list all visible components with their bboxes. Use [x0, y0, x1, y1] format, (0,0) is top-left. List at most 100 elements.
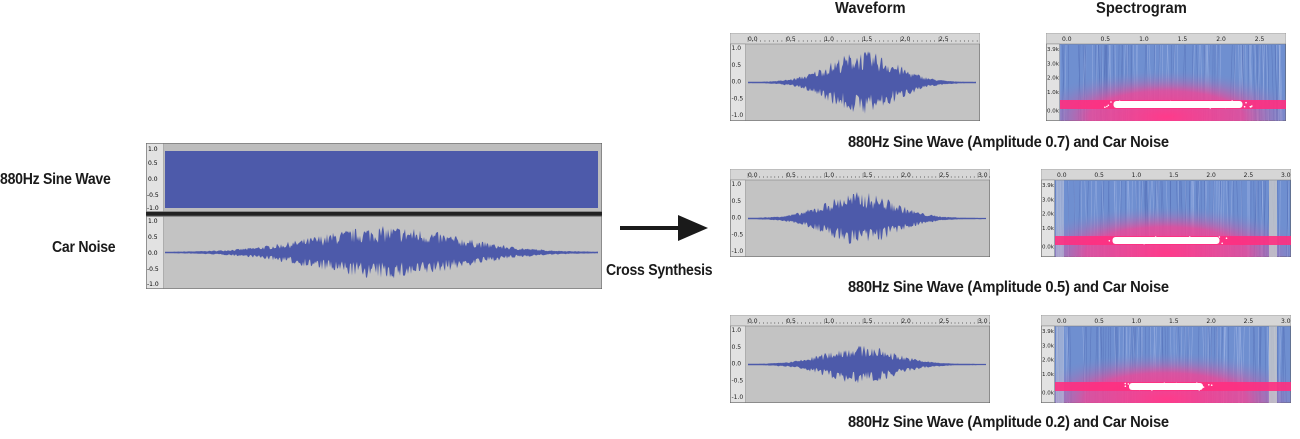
amplitude-tick: 0.0	[732, 79, 742, 86]
frequency-tick: 0.0k	[1047, 108, 1060, 114]
time-tick: 2.0	[1206, 318, 1216, 325]
time-tick: 2.5	[1244, 172, 1254, 179]
waveform-plot: 0.0 0.5 1.0 1.5 2.0 2.5 3.0 1.0 0.5 0.0 -0.5 -1.0	[729, 168, 1013, 258]
time-tick: 2.5	[940, 172, 950, 179]
time-tick: 2.0	[1206, 172, 1216, 179]
amplitude-tick: -1.0	[732, 112, 744, 119]
time-tick: 0.5	[786, 36, 796, 43]
frequency-tick: 2.0k	[1042, 358, 1055, 364]
frequency-tick: 3.9k	[1042, 329, 1055, 335]
frequency-tick: 3.9k	[1047, 47, 1060, 53]
waveform-header: Waveform	[835, 0, 906, 17]
row-caption: 880Hz Sine Wave (Amplitude 0.2) and Car …	[848, 414, 1169, 431]
time-tick: 0.0	[748, 172, 758, 179]
sine-tick-3: -0.5	[147, 192, 159, 199]
time-tick: 2.0	[1216, 36, 1226, 43]
amplitude-tick: -0.5	[732, 95, 744, 102]
time-tick: 3.0	[1281, 172, 1291, 179]
time-tick: 0.0	[1057, 318, 1067, 325]
time-tick: 1.0	[1132, 318, 1142, 325]
row-caption: 880Hz Sine Wave (Amplitude 0.5) and Car …	[848, 279, 1169, 296]
amplitude-tick: 0.0	[732, 361, 742, 368]
amplitude-tick: 0.5	[732, 344, 742, 351]
time-tick: 0.0	[1062, 36, 1072, 43]
result-row-amp-0.2: 0.0 0.5 1.0 1.5 2.0 2.5 3.0 1.0 0.5 0.0 -0.5 -1.0 0…	[729, 314, 1300, 439]
frequency-tick: 3.9k	[1042, 183, 1055, 189]
car-tick-0: 1.0	[148, 218, 158, 225]
time-tick: 2.5	[940, 318, 950, 325]
time-tick: 3.0	[978, 318, 988, 325]
result-row-amp-0.5: 0.0 0.5 1.0 1.5 2.0 2.5 3.0 1.0 0.5 0.0 -0.5 -1.0 0…	[729, 168, 1300, 296]
car-noise-track: 1.0 0.5 0.0 -0.5 -1.0	[146, 215, 602, 289]
car-tick-1: 0.5	[148, 234, 158, 241]
sine-tick-4: -1.0	[147, 205, 159, 212]
frequency-tick: 2.0k	[1042, 212, 1055, 218]
waveform-plot: 0.0 0.5 1.0 1.5 2.0 2.5 1.0 0.5 0.0 -0.5 -1.0	[729, 32, 981, 122]
frequency-tick: 1.0k	[1047, 90, 1060, 96]
sine-tick-2: 0.0	[148, 176, 158, 183]
result-waveform	[748, 51, 976, 114]
time-tick: 1.0	[1132, 172, 1142, 179]
result-waveform	[748, 345, 986, 384]
frequency-tick: 3.0k	[1047, 61, 1060, 67]
time-tick: 3.0	[978, 172, 988, 179]
time-tick: 2.0	[901, 318, 911, 325]
result-row-amp-0.7: 0.0 0.5 1.0 1.5 2.0 2.5 1.0 0.5 0.0 -0.5 -1.0 0.0 0…	[729, 32, 1300, 157]
time-tick: 2.5	[939, 36, 949, 43]
car-tick-3: -0.5	[147, 266, 159, 273]
sine-wave-fill	[165, 151, 598, 208]
time-tick: 3.0	[1281, 318, 1291, 325]
amplitude-tick: 1.0	[732, 45, 742, 52]
time-tick: 1.5	[863, 172, 873, 179]
spectrogram-plot: 0.0 0.5 1.0 1.5 2.0 2.5 3.0 3.9k 3.0k 2.0k 1.0k 0.0…	[1041, 169, 1291, 257]
frequency-tick: 1.0k	[1042, 372, 1055, 378]
row-caption: 880Hz Sine Wave (Amplitude 0.7) and Car …	[848, 134, 1169, 151]
time-tick: 0.0	[1057, 172, 1067, 179]
amplitude-tick: 0.5	[732, 62, 742, 69]
frequency-tick: 3.0k	[1042, 343, 1055, 349]
sine-tick-0: 1.0	[148, 146, 158, 153]
arrow-icon	[620, 215, 708, 241]
amplitude-tick: 1.0	[732, 181, 742, 188]
spectrogram-header: Spectrogram	[1096, 0, 1187, 17]
carrier-band	[1113, 101, 1243, 108]
spectrogram-plot: 0.0 0.5 1.0 1.5 2.0 2.5 3.0 3.9k 3.0k 2.0k 1.0k 0.0…	[1041, 315, 1291, 403]
car-tick-2: 0.0	[148, 250, 158, 257]
car-noise-waveform	[165, 226, 598, 279]
frequency-tick: 0.0k	[1042, 244, 1055, 250]
input-tracks: 1.0 0.5 0.0 -0.5 -1.0 1.0 0.5 0.0 -0.5 -…	[146, 143, 602, 289]
spectrogram-plot: 0.0 0.5 1.0 1.5 2.0 2.5 3.9k 3.0k 2.0k 1.0k 0.0k	[1046, 33, 1286, 121]
sine-wave-label: 880Hz Sine Wave	[0, 171, 111, 188]
time-tick: 1.5	[1169, 318, 1179, 325]
time-tick: 0.0	[748, 318, 758, 325]
time-tick: 1.0	[825, 172, 835, 179]
time-tick: 1.5	[1169, 172, 1179, 179]
amplitude-tick: 0.0	[732, 215, 742, 222]
amplitude-tick: -0.5	[732, 231, 744, 238]
carrier-band	[1129, 383, 1203, 390]
car-noise-label: Car Noise	[52, 239, 116, 256]
frequency-tick: 1.0k	[1042, 226, 1055, 232]
time-tick: 0.0	[748, 36, 758, 43]
time-tick: 1.5	[863, 318, 873, 325]
time-tick: 0.5	[1094, 318, 1104, 325]
frequency-tick: 0.0k	[1042, 390, 1055, 396]
time-tick: 1.0	[825, 318, 835, 325]
time-tick: 2.5	[1244, 318, 1254, 325]
waveform-plot: 0.0 0.5 1.0 1.5 2.0 2.5 3.0 1.0 0.5 0.0 -0.5 -1.0	[729, 314, 1013, 404]
time-tick: 0.5	[1101, 36, 1111, 43]
amplitude-tick: -0.5	[732, 377, 744, 384]
frequency-tick: 2.0k	[1047, 76, 1060, 82]
time-tick: 1.5	[863, 36, 873, 43]
sine-wave-track: 1.0 0.5 0.0 -0.5 -1.0	[146, 143, 602, 213]
frequency-tick: 3.0k	[1042, 197, 1055, 203]
sine-tick-1: 0.5	[148, 160, 158, 167]
time-tick: 2.0	[901, 36, 911, 43]
time-tick: 1.0	[1139, 36, 1149, 43]
result-waveform	[748, 192, 986, 244]
time-tick: 1.0	[824, 36, 834, 43]
time-tick: 0.5	[1094, 172, 1104, 179]
amplitude-tick: 0.5	[732, 198, 742, 205]
car-tick-4: -1.0	[147, 281, 159, 288]
time-tick: 2.5	[1255, 36, 1265, 43]
